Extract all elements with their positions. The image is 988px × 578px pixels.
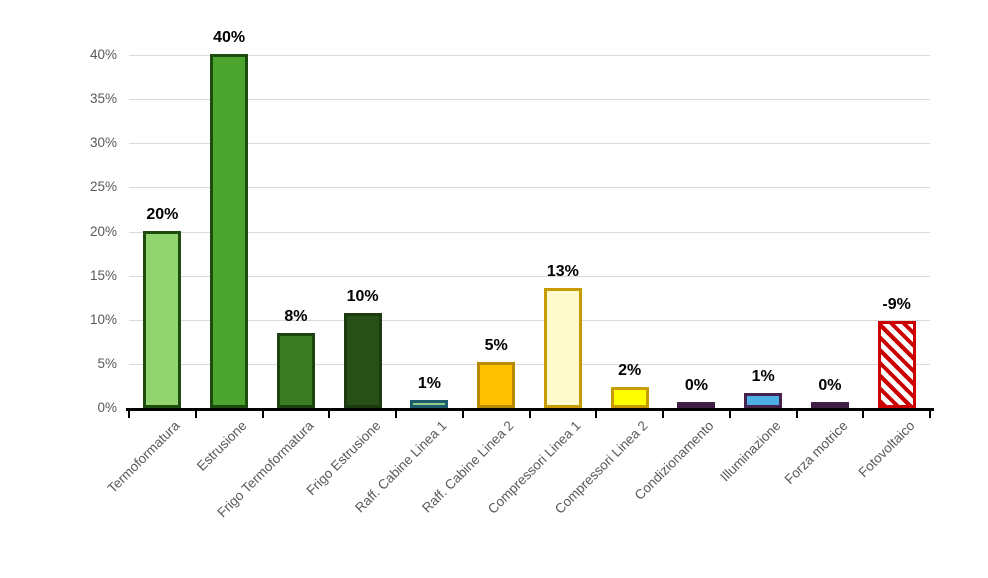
- axis-tick: [862, 411, 865, 418]
- bar-value-label: 10%: [346, 288, 379, 305]
- y-axis-tick-label: 15%: [89, 267, 117, 283]
- bar-value-label: 8%: [284, 308, 308, 325]
- gridline: [129, 363, 930, 365]
- bar-raff-cabine-linea-1: [410, 400, 449, 408]
- axis-tick: [194, 411, 197, 418]
- axis-tick: [929, 411, 931, 418]
- y-axis-tick-label: 20%: [89, 223, 117, 239]
- bar-compressori-linea-1: [543, 288, 582, 408]
- bar-value-label: 1%: [417, 375, 441, 392]
- axis-tick: [395, 411, 397, 418]
- y-axis-tick-label: 5%: [97, 355, 117, 371]
- bar-value-label: 40%: [213, 29, 246, 46]
- bar-value-label: 0%: [818, 377, 842, 394]
- bar-compressori-linea-2: [610, 387, 649, 408]
- bar-condizionamento: [677, 402, 716, 408]
- bar-value-label: 5%: [484, 337, 508, 354]
- y-axis-tick-label: 10%: [89, 311, 117, 327]
- bar-value-label: 2%: [618, 362, 642, 379]
- axis-tick: [728, 411, 731, 418]
- plot-area: 20% 40% 8% 10% 1% 5% 13% 2% 0% 1% 0% -9%: [129, 29, 930, 408]
- y-axis-tick-label: 40%: [89, 47, 117, 62]
- gridline: [129, 319, 930, 321]
- axis-tick: [328, 411, 331, 418]
- y-axis-tick-label: 25%: [89, 179, 117, 195]
- bar-value-label: 13%: [546, 263, 579, 280]
- bar-fotovoltaico: [877, 321, 916, 408]
- bar-forza-motrice: [810, 402, 849, 408]
- axis-tick: [528, 411, 531, 418]
- gridline: [129, 187, 930, 189]
- x-axis-line: [126, 408, 934, 411]
- bar-value-label: 1%: [751, 368, 775, 385]
- bar-frigo-estrusione: [343, 313, 382, 408]
- y-axis-tick-label: 30%: [89, 135, 117, 151]
- gridline: [129, 275, 930, 277]
- gridline: [129, 99, 930, 101]
- bar-frigo-termoformatura: [276, 333, 315, 408]
- bar-value-label: 0%: [684, 377, 708, 394]
- bar-estrusione: [210, 54, 249, 408]
- axis-tick: [795, 411, 798, 418]
- bar-value-label: 20%: [146, 206, 179, 223]
- bar-value-label: -9%: [882, 296, 911, 313]
- y-axis-tick-label: 0%: [97, 400, 117, 415]
- axis-tick: [261, 411, 264, 418]
- axis-tick: [461, 411, 464, 418]
- axis-tick: [595, 411, 598, 418]
- bar-raff-cabine-linea-2: [477, 362, 516, 408]
- bar-illuminazione: [744, 393, 783, 408]
- gridline: [129, 231, 930, 233]
- gridline: [129, 55, 930, 56]
- axis-tick: [128, 411, 130, 418]
- y-axis-tick-label: 35%: [89, 91, 117, 107]
- bar-termoformatura: [143, 231, 182, 408]
- gridline: [129, 143, 930, 145]
- axis-tick: [662, 411, 664, 418]
